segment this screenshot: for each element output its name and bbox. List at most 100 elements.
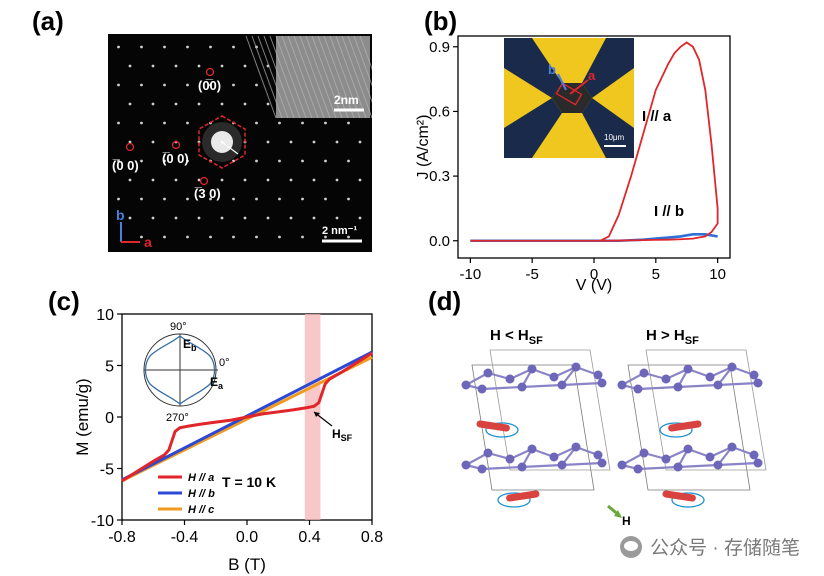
iv-chart: -10 -5 0 5 10 0.0 0.3 0.6 0.9 b a 10μm I // a I … <box>415 35 731 294</box>
inset-ea-label: E <box>210 375 218 389</box>
svg-text:Ea: Ea <box>210 375 224 391</box>
axis-a-label: a <box>144 234 152 250</box>
atom <box>505 454 515 464</box>
atom <box>683 364 693 374</box>
atom <box>705 372 715 382</box>
y-tick-label: 0.0 <box>429 233 450 250</box>
y-tick-label: 0.3 <box>429 168 450 185</box>
atom <box>705 452 715 462</box>
atom <box>517 462 527 472</box>
spin-arrow <box>662 490 696 502</box>
inset-90-label: 90° <box>170 321 187 333</box>
inset-b-label: b <box>548 62 556 77</box>
axis-b-label: b <box>116 207 125 223</box>
atom <box>517 382 527 392</box>
atom <box>661 454 671 464</box>
atom <box>549 452 559 462</box>
atom <box>639 368 649 378</box>
atom <box>633 384 643 394</box>
atom <box>557 380 567 390</box>
spot-label-200: (̅0 0) <box>162 151 189 166</box>
series-line <box>121 351 373 483</box>
x-tick-label: -0.4 <box>171 529 199 546</box>
atom <box>461 460 471 470</box>
inset-a-label: a <box>588 68 596 83</box>
atom <box>527 444 537 454</box>
x-tick-label: 0.8 <box>361 529 383 546</box>
atom <box>477 384 487 394</box>
watermark-text: 公众号 · 存储随笔 <box>650 538 800 559</box>
left-title: H < H <box>490 327 529 344</box>
x-tick-label: -10 <box>460 266 482 283</box>
inset-eb-sub: b <box>191 343 197 353</box>
y-tick-label: 0 <box>105 410 114 427</box>
atom <box>477 464 487 474</box>
atom <box>571 442 581 452</box>
x-tick-label: 5 <box>652 266 660 283</box>
atom <box>557 460 567 470</box>
series-line <box>470 41 719 242</box>
atom <box>617 380 627 390</box>
atom <box>593 370 603 380</box>
reciprocal-scale-label: 2 nm⁻¹ <box>322 225 357 237</box>
inset-270-label: 270° <box>166 412 189 424</box>
legend-entry: H // a <box>188 472 214 484</box>
atom <box>483 448 493 458</box>
atom <box>527 364 537 374</box>
precession-orbit <box>659 422 693 438</box>
svg-text:HSF: HSF <box>332 427 353 443</box>
x-tick-label: -0.8 <box>108 529 136 546</box>
atom <box>749 370 759 380</box>
y-axis-label: M (emu/g) <box>73 378 92 455</box>
panel-c-label: (c) <box>48 286 80 316</box>
precession-orbit <box>671 492 705 508</box>
y-tick-label: 0.9 <box>429 39 450 56</box>
atom <box>633 464 643 474</box>
atom <box>661 374 671 384</box>
right-title-sub: SF <box>685 335 699 347</box>
hsf-label: H <box>332 427 341 441</box>
inset-eb-label: E <box>183 337 191 351</box>
hrtem-scale-label: 2nm <box>334 93 359 107</box>
atom <box>749 450 759 460</box>
field-label: H <box>622 514 631 528</box>
atom <box>593 450 603 460</box>
atom <box>597 378 607 388</box>
precession-orbit <box>497 492 531 508</box>
y-tick-label: -5 <box>100 462 114 479</box>
atom <box>549 372 559 382</box>
watermark: 公众号 · 存储随笔 <box>620 533 800 560</box>
spin-arrow <box>506 490 540 502</box>
inset-ea-sub: a <box>218 381 224 391</box>
left-title-sub: SF <box>529 335 543 347</box>
right-title: H > H <box>646 327 685 344</box>
panel-b-label: (b) <box>424 6 458 36</box>
panel-a-label: (a) <box>32 6 64 36</box>
series-label-b: I // b <box>654 203 684 220</box>
x-tick-label: 10 <box>709 266 726 283</box>
atom <box>673 382 683 392</box>
spin-arrow <box>668 420 702 432</box>
atom <box>753 458 763 468</box>
precession-orbit <box>485 422 519 438</box>
inset-0-label: 0° <box>219 357 230 369</box>
x-axis-label: B (T) <box>228 555 266 574</box>
spot-label-130: (̅3 0) <box>194 186 221 201</box>
atom <box>727 362 737 372</box>
spot-label-400: (̅0 0) <box>112 158 139 173</box>
x-tick-label: 0 <box>590 266 598 283</box>
atom <box>617 460 627 470</box>
atom <box>483 368 493 378</box>
y-tick-label: -10 <box>91 513 114 530</box>
x-tick-label: 0.4 <box>298 529 320 546</box>
hsf-highlight-band <box>304 314 321 520</box>
polar-inset: 90° 0° 270° Eb Ea <box>143 321 230 424</box>
y-tick-label: 5 <box>105 359 114 376</box>
legend-entry: H // b <box>188 488 215 500</box>
atom <box>727 442 737 452</box>
inset-scale-label: 10μm <box>604 133 625 142</box>
atom <box>505 374 515 384</box>
atom <box>753 378 763 388</box>
atom <box>597 458 607 468</box>
atom <box>673 462 683 472</box>
